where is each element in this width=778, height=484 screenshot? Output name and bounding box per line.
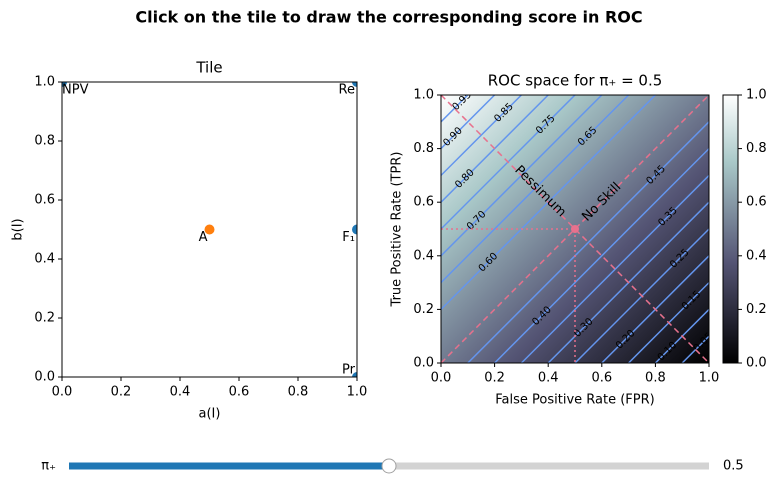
point xyxy=(352,82,357,87)
x-tick-label: 0.4 xyxy=(538,371,559,386)
y-tick-label: 0.0 xyxy=(34,370,55,385)
point-label: NPV xyxy=(62,83,89,98)
axes-title: ROC space for π₊ = 0.5 xyxy=(488,72,663,90)
x-tick-label: 0.6 xyxy=(591,371,612,386)
reference-line xyxy=(441,95,709,363)
slider-value: 0.5 xyxy=(723,459,744,474)
score-point xyxy=(571,225,579,233)
x-tick-label: 0.2 xyxy=(111,385,132,400)
y-tick-label: 0.2 xyxy=(413,302,434,317)
x-tick-label: 1.0 xyxy=(347,385,368,400)
point-label: Re xyxy=(339,83,355,98)
colorbar-tick-label: 0.6 xyxy=(746,195,767,210)
contour-line xyxy=(441,95,522,176)
x-tick-label: 0.8 xyxy=(645,371,666,386)
plot-area: 0.050.100.150.200.250.300.350.400.450.60… xyxy=(441,95,709,363)
plot-area: NPV Re A F₁ Pr xyxy=(62,82,357,378)
point xyxy=(204,224,215,235)
x-axis-label: False Positive Rate (FPR) xyxy=(495,393,654,408)
point xyxy=(352,372,357,377)
point-label: A xyxy=(199,230,208,245)
colorbar-tick-label: 0.0 xyxy=(746,356,767,371)
point xyxy=(62,82,67,87)
y-tick-label: 0.8 xyxy=(413,141,434,156)
contour-line xyxy=(467,121,709,363)
x-tick-label: 0.0 xyxy=(431,371,452,386)
y-tick-label: 0.8 xyxy=(34,134,55,149)
x-tick-label: 0.0 xyxy=(52,385,73,400)
point-label: Pr xyxy=(342,363,356,378)
y-tick-label: 0.4 xyxy=(34,252,55,267)
slider-fill xyxy=(69,462,389,470)
colorbar-tick-label: 0.8 xyxy=(746,141,767,156)
contour-line xyxy=(441,95,496,150)
axes-frame xyxy=(440,94,710,364)
y-tick-label: 1.0 xyxy=(413,88,434,103)
colorbar-tick-label: 0.4 xyxy=(746,248,767,263)
x-tick-label: 1.0 xyxy=(699,371,720,386)
point xyxy=(352,224,357,235)
colorbar-tick-label: 1.0 xyxy=(746,88,767,103)
x-tick-label: 0.8 xyxy=(288,385,309,400)
x-tick-label: 0.4 xyxy=(170,385,191,400)
contour-line xyxy=(520,174,709,363)
x-tick-label: 0.2 xyxy=(484,371,505,386)
y-tick-label: 0.4 xyxy=(413,248,434,263)
x-axis-label: a(I) xyxy=(199,407,221,422)
slider-handle[interactable] xyxy=(381,458,397,474)
y-tick-label: 0.0 xyxy=(413,356,434,371)
contour-line xyxy=(441,95,469,123)
colorbar xyxy=(722,94,739,364)
y-axis-label: True Positive Rate (TPR) xyxy=(390,152,405,308)
axes-frame xyxy=(61,81,358,378)
y-tick-label: 0.6 xyxy=(413,195,434,210)
y-tick-label: 1.0 xyxy=(34,75,55,90)
axes-title: Tile xyxy=(195,59,222,77)
y-axis-label: b(I) xyxy=(11,218,26,240)
figure-title: Click on the tile to draw the correspond… xyxy=(135,8,642,27)
colorbar-tick-label: 0.2 xyxy=(746,302,767,317)
reference-line xyxy=(441,95,709,363)
y-tick-label: 0.6 xyxy=(34,193,55,208)
slider-label: π₊ xyxy=(41,459,56,474)
contour-line xyxy=(494,148,709,363)
y-tick-label: 0.2 xyxy=(34,311,55,326)
point-label: F₁ xyxy=(342,230,355,245)
x-tick-label: 0.6 xyxy=(229,385,250,400)
